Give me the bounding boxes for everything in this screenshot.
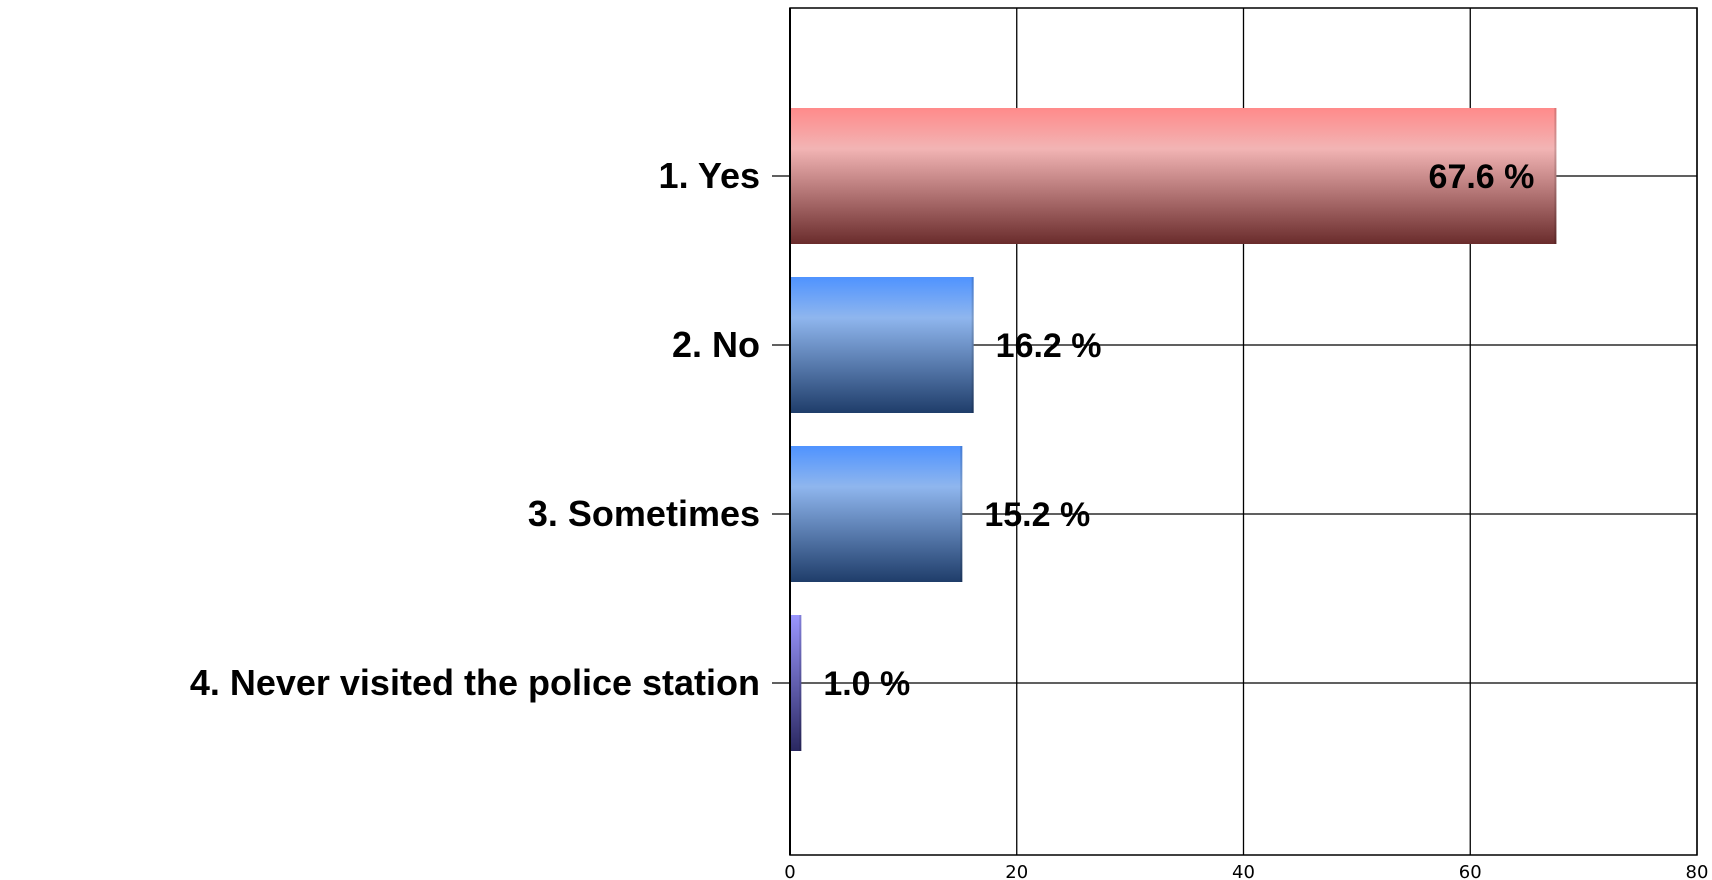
x-tick-label: 20 [1005,862,1028,880]
category-label: 2. No [672,324,760,365]
bar [790,108,1557,244]
x-tick-label: 40 [1232,862,1255,880]
bar-edge [1554,108,1557,244]
value-label: 1.0 % [823,665,910,703]
bar [790,277,974,413]
category-label: 4. Never visited the police station [190,662,760,703]
value-label: 15.2 % [984,496,1090,534]
category-labels: 1. Yes 2. No 3. Sometimes 4. Never visited … [190,155,760,703]
chart-bars [790,108,1557,751]
x-tick-label: 0 [784,862,795,880]
x-tick-label: 80 [1686,862,1709,880]
bar-edge [971,277,974,413]
value-labels: 67.6 % 16.2 % 15.2 % 1.0 % [823,158,1534,703]
bar [790,446,963,582]
category-label: 1. Yes [659,155,760,196]
plot-frame [789,7,1698,856]
x-tick-labels: 0 20 40 60 80 [784,862,1708,880]
category-label: 3. Sometimes [528,493,760,534]
bar-edge [960,446,963,582]
value-label: 16.2 % [996,327,1102,365]
bar [790,615,802,751]
x-tick-label: 60 [1459,862,1482,880]
bar-edge [799,615,802,751]
value-label: 67.6 % [1429,158,1535,196]
